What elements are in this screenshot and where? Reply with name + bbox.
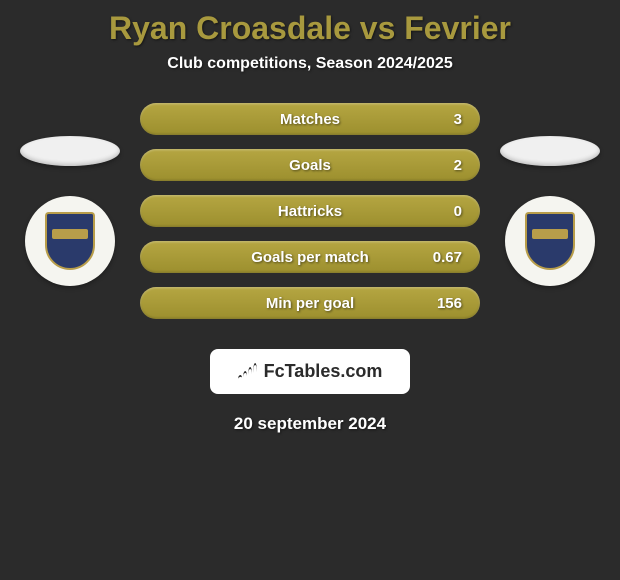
page-title: Ryan Croasdale vs Fevrier: [109, 10, 511, 47]
brand-logo-box: FcTables.com: [210, 349, 411, 394]
stats-column: Matches 3 Goals 2 Hattricks 0 Goals per …: [140, 103, 480, 319]
left-ellipse-icon: [20, 136, 120, 166]
stat-bar-goals-per-match: Goals per match 0.67: [140, 241, 480, 273]
stat-bar-matches: Matches 3: [140, 103, 480, 135]
right-crest-icon: [505, 196, 595, 286]
stat-label: Hattricks: [278, 203, 342, 220]
stat-bar-hattricks: Hattricks 0: [140, 195, 480, 227]
main-row: Matches 3 Goals 2 Hattricks 0 Goals per …: [0, 103, 620, 319]
stat-label: Goals per match: [251, 249, 369, 266]
brand-logo-text: FcTables.com: [264, 361, 383, 382]
stat-right-value: 3: [454, 111, 462, 128]
left-crest-column: [20, 136, 120, 286]
footer-date: 20 september 2024: [234, 414, 386, 434]
stat-right-value: 156: [437, 295, 462, 312]
main-container: Ryan Croasdale vs Fevrier Club competiti…: [0, 0, 620, 444]
stat-bar-min-per-goal: Min per goal 156: [140, 287, 480, 319]
stat-right-value: 0.67: [433, 249, 462, 266]
stat-right-value: 2: [454, 157, 462, 174]
left-crest-icon: [25, 196, 115, 286]
left-shield-icon: [45, 212, 95, 270]
right-shield-icon: [525, 212, 575, 270]
bar-chart-icon: [238, 362, 258, 382]
subtitle: Club competitions, Season 2024/2025: [167, 55, 452, 73]
stat-label: Matches: [280, 111, 340, 128]
stat-right-value: 0: [454, 203, 462, 220]
right-ellipse-icon: [500, 136, 600, 166]
stat-label: Goals: [289, 157, 331, 174]
right-crest-column: [500, 136, 600, 286]
stat-bar-goals: Goals 2: [140, 149, 480, 181]
stat-label: Min per goal: [266, 295, 354, 312]
